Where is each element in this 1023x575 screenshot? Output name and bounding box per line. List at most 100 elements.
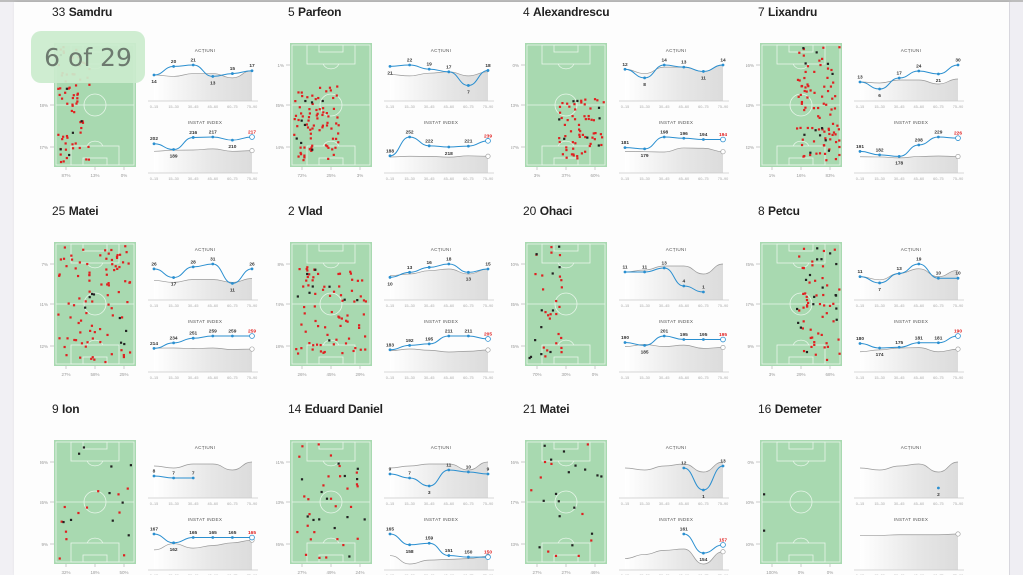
action-dot-success (309, 128, 312, 131)
action-dot-fail (300, 141, 303, 145)
final-index-value: 157 (719, 537, 727, 543)
bottom-penalty-arc (86, 140, 104, 147)
action-dot-success (307, 498, 310, 501)
action-dot-success (814, 353, 817, 356)
chart-title: INSTAT INDEX (424, 319, 458, 324)
center-circle (554, 292, 578, 316)
data-point (858, 150, 862, 153)
action-dot-success (296, 352, 300, 355)
interval-label: 45–60 (914, 502, 925, 506)
final-index-marker (485, 554, 491, 560)
viewer-scrollbar-track[interactable] (1009, 2, 1023, 575)
data-label: 162 (170, 547, 178, 553)
pitch-x-label: 29% (796, 372, 805, 377)
pitch-y-label: 1% (277, 63, 284, 68)
action-dot-success (62, 135, 65, 138)
pitch-y-label: 36% (40, 460, 48, 465)
interval-label: 15–30 (639, 105, 650, 109)
action-dot-success (560, 286, 563, 289)
action-dot-success (352, 349, 355, 353)
final-index-value: 226 (954, 131, 962, 137)
action-dot-success (93, 358, 96, 361)
action-dot-success (832, 320, 835, 323)
action-dot-success (838, 352, 841, 355)
chart-title: INSTAT INDEX (424, 120, 458, 125)
interval-label: 30–45 (659, 376, 670, 380)
action-dot-fail (328, 285, 331, 288)
interval-label: 0–15 (856, 105, 864, 109)
action-dot-success (802, 155, 805, 158)
action-dot-fail (558, 118, 561, 121)
action-dot-success (116, 254, 119, 257)
actions-chart: ACȚIUNI 0–15 15–30 30–45 45–60 60–75 75–90 2 (854, 445, 964, 506)
pitch-x-label: 49% (326, 570, 335, 575)
action-dot-fail (831, 72, 834, 76)
action-dot-fail (571, 544, 574, 547)
action-dot-success (65, 538, 68, 541)
data-label: 11 (446, 463, 451, 469)
action-dot-fail (572, 100, 575, 103)
interval-label: 30–45 (188, 105, 199, 109)
data-point (917, 262, 921, 266)
data-point (408, 135, 411, 139)
data-label: 8 (643, 82, 646, 88)
action-dot-success (336, 116, 339, 119)
data-point (191, 136, 195, 139)
pitch-x-label: 50% (119, 570, 128, 575)
pitch-y-label: 37% (40, 145, 48, 150)
average-area (860, 79, 958, 101)
action-dot-success (62, 160, 65, 163)
action-dot-success (837, 338, 840, 341)
action-dot-success (304, 553, 308, 556)
average-area (860, 534, 958, 570)
data-point (388, 532, 392, 536)
pitch-x-label: 27% (532, 570, 541, 575)
action-dot-success (88, 271, 91, 274)
action-dot-success (316, 117, 319, 120)
action-dot-fail (827, 149, 831, 152)
data-label: 21 (191, 58, 197, 64)
interval-label: 75–90 (247, 304, 258, 308)
pitch-y-label: 32% (746, 145, 754, 150)
final-index-value: 259 (248, 329, 256, 335)
data-point (878, 346, 881, 350)
action-dot-success (823, 130, 826, 133)
action-dot-success (72, 94, 75, 97)
action-dot-success (354, 346, 357, 350)
action-dot-success (303, 305, 306, 309)
interval-label: 45–60 (679, 177, 690, 181)
action-dot-success (800, 102, 803, 105)
action-dot-success (827, 128, 831, 132)
chart-title: ACȚIUNI (195, 48, 215, 53)
average-area (625, 147, 723, 173)
pitch-x-label: 83% (825, 173, 834, 178)
bottom-penalty-arc (322, 140, 340, 147)
data-point (878, 281, 881, 285)
action-dot-success (818, 116, 821, 119)
action-dot-success (589, 142, 592, 145)
team-average-line (389, 71, 489, 77)
player-line (624, 136, 723, 150)
team-average-line (624, 461, 724, 473)
action-dot-success (81, 121, 85, 124)
top-penalty-arc (86, 460, 104, 467)
interval-label: 45–60 (679, 105, 690, 109)
average-area (625, 264, 723, 300)
team-average-line (389, 155, 489, 158)
action-dot-fail (529, 355, 533, 358)
action-dot-success (305, 267, 308, 271)
action-dot-success (322, 107, 325, 110)
action-dot-success (534, 272, 537, 276)
action-dot-success (318, 129, 321, 132)
player-name: Alexandrescu (533, 5, 610, 19)
action-dot-success (584, 135, 587, 139)
top-penalty-arc (322, 63, 340, 70)
action-dot-success (580, 99, 583, 102)
action-dot-success (587, 114, 590, 118)
data-label: 31 (210, 257, 216, 263)
player-number: 9 (52, 402, 63, 416)
action-dot-fail (763, 529, 766, 532)
action-dot-success (74, 267, 77, 270)
action-dot-success (110, 353, 113, 356)
